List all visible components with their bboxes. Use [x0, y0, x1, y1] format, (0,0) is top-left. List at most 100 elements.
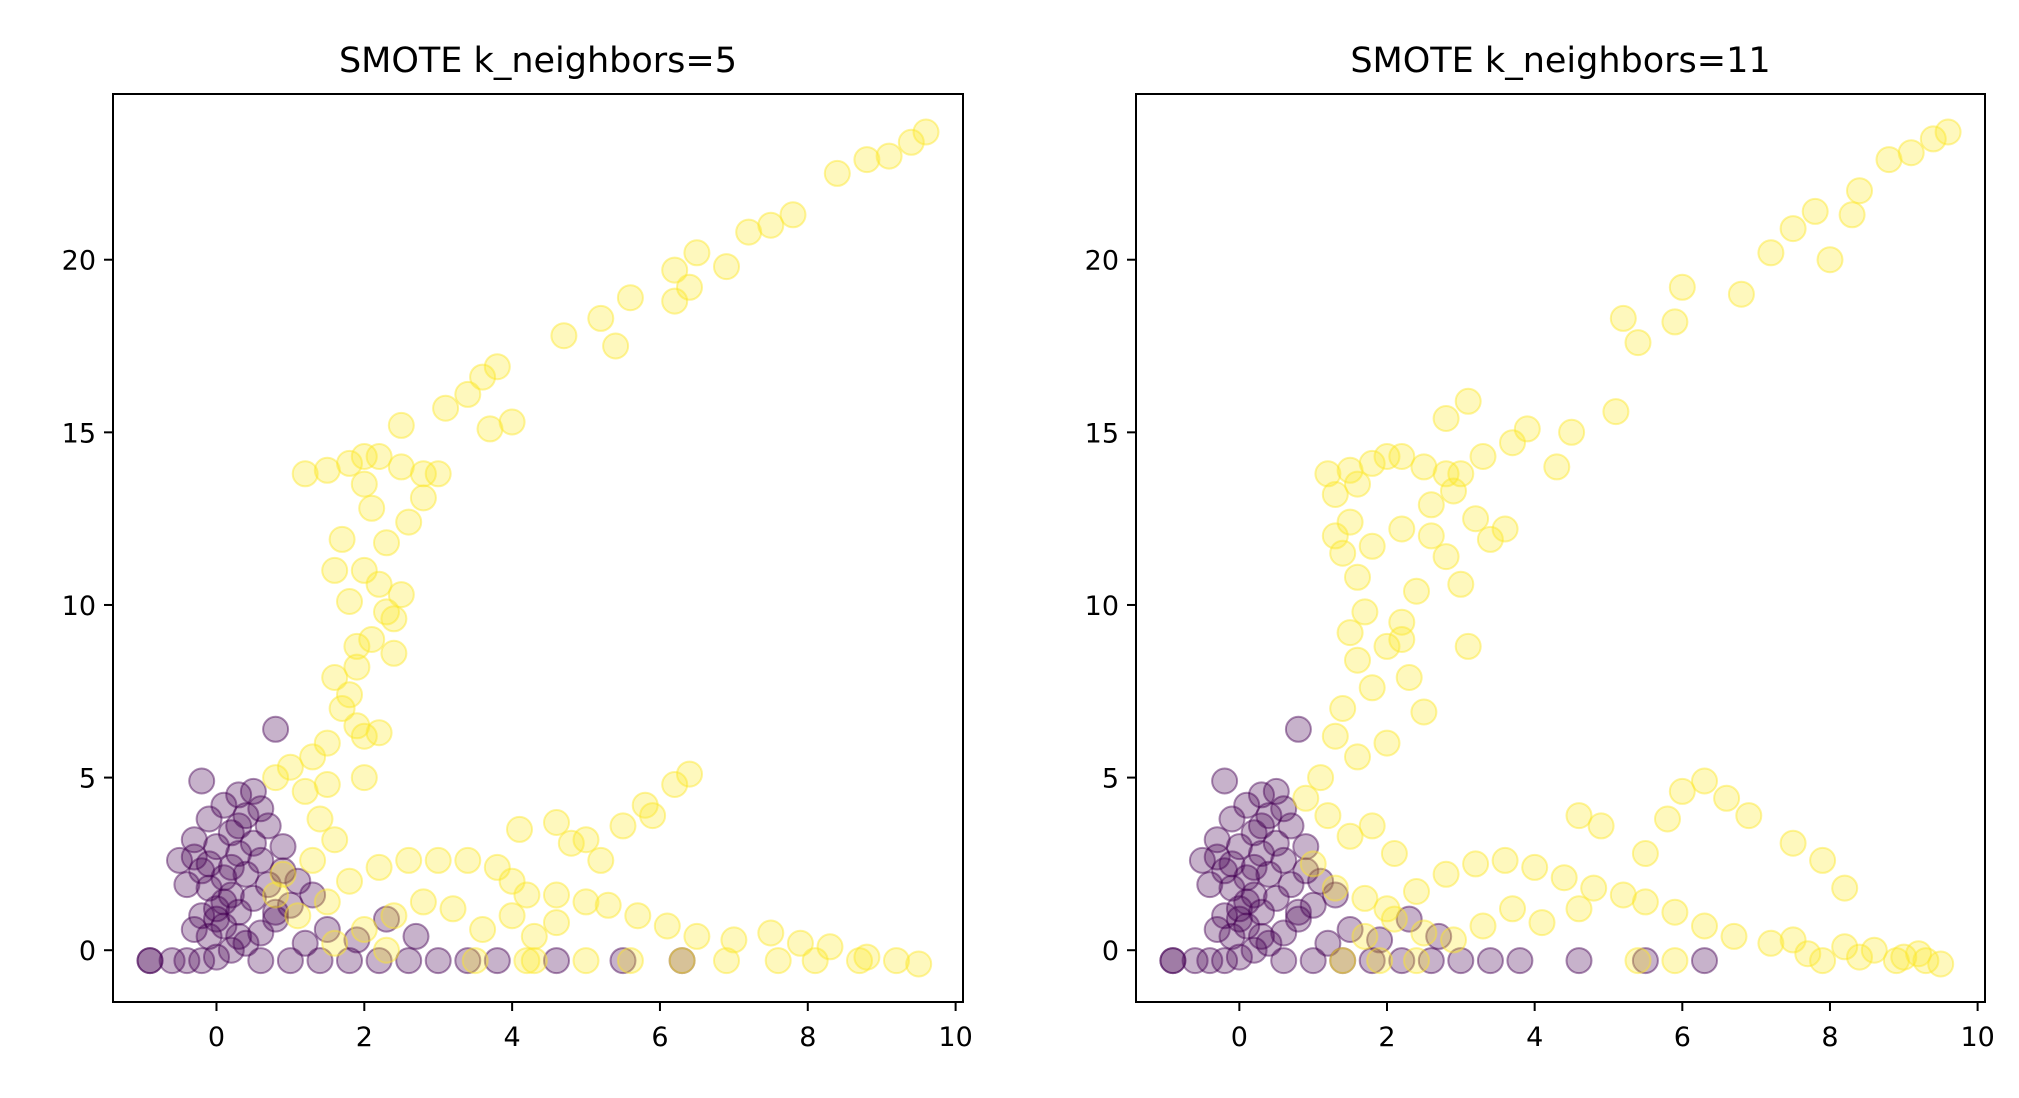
data-point-class-0	[225, 922, 253, 950]
data-point-class-0	[1284, 715, 1312, 743]
data-point-class-0	[1248, 922, 1275, 950]
data-point-class-0	[1211, 902, 1239, 930]
x-tick-label: 8	[799, 1022, 816, 1053]
data-point-class-0	[276, 947, 304, 975]
data-point-class-0	[217, 853, 245, 881]
data-point-class-1	[498, 902, 526, 930]
data-point-class-1	[284, 902, 312, 930]
data-point-class-0	[1233, 864, 1261, 892]
data-point-class-0	[668, 947, 696, 975]
data-point-class-1	[328, 525, 356, 553]
data-point-class-1	[1373, 632, 1401, 660]
data-point-class-1	[365, 443, 393, 470]
data-point-class-1	[350, 443, 378, 470]
data-point-class-0	[1218, 850, 1246, 878]
data-point-class-0	[1196, 947, 1224, 975]
data-point-class-0	[1218, 805, 1246, 833]
x-tick-label: 2	[1378, 1022, 1395, 1053]
data-point-class-0	[262, 715, 290, 743]
data-point-class-0	[1299, 947, 1327, 975]
data-point-class-0	[188, 947, 216, 975]
data-point-class-0	[1277, 812, 1305, 840]
data-point-class-1	[1499, 429, 1526, 457]
data-point-class-1	[454, 380, 482, 408]
data-point-class-1	[676, 760, 703, 788]
data-point-class-0	[203, 905, 230, 933]
data-point-class-0	[454, 947, 482, 975]
data-point-class-1	[587, 846, 615, 874]
data-point-class-0	[217, 936, 245, 964]
data-point-class-1	[350, 764, 378, 792]
data-point-class-0	[543, 947, 570, 975]
data-point-class-1	[313, 888, 341, 916]
data-point-class-1	[1403, 947, 1430, 975]
data-point-class-1	[365, 570, 393, 598]
data-point-class-1	[1550, 864, 1578, 892]
data-point-class-0	[188, 857, 216, 885]
data-point-class-1	[668, 947, 696, 975]
x-tick-label: 10	[938, 1022, 972, 1053]
data-point-class-0	[1506, 947, 1534, 975]
data-point-class-1	[676, 273, 703, 301]
data-point-class-1	[1661, 947, 1689, 975]
data-point-class-1	[1388, 515, 1416, 543]
data-point-class-1	[313, 729, 341, 757]
y-axis-ticks: 0 5 10 15 20	[62, 246, 113, 967]
data-point-class-1	[387, 581, 415, 609]
data-point-class-1	[395, 846, 423, 874]
data-point-class-1	[897, 128, 925, 156]
data-point-class-1	[1432, 860, 1460, 888]
data-point-class-1	[1934, 118, 1962, 146]
data-point-class-1	[380, 902, 408, 930]
data-point-class-1	[1321, 522, 1349, 550]
data-point-class-0	[1225, 943, 1253, 971]
data-point-class-0	[232, 860, 260, 888]
data-point-class-1	[1897, 139, 1925, 167]
data-point-class-1	[1801, 197, 1829, 225]
x-tick-label: 4	[504, 1022, 521, 1053]
data-point-class-1	[373, 598, 400, 626]
data-point-class-1	[350, 470, 378, 498]
data-point-class-0	[1262, 777, 1290, 805]
data-point-class-0	[1248, 781, 1275, 809]
data-point-class-1	[1329, 695, 1357, 722]
data-point-class-1	[609, 812, 637, 840]
data-point-class-1	[1631, 840, 1659, 867]
data-point-class-1	[1403, 878, 1430, 905]
data-point-class-1	[313, 456, 341, 484]
x-axis-ticks: 0 2 4 6 8 10	[208, 1002, 973, 1053]
data-point-class-1	[735, 218, 763, 246]
data-point-class-0	[1240, 853, 1268, 881]
data-point-class-0	[1270, 795, 1298, 823]
data-point-class-1	[1447, 570, 1475, 598]
data-point-class-1	[1727, 280, 1755, 308]
data-point-class-0	[1292, 857, 1320, 885]
data-point-class-0	[1203, 916, 1231, 943]
data-point-class-1	[1358, 532, 1386, 560]
data-point-class-0	[254, 871, 282, 899]
data-point-class-1	[1809, 846, 1837, 874]
data-point-class-0	[225, 781, 253, 809]
x-tick-label: 0	[1231, 1022, 1248, 1053]
data-point-class-1	[1720, 922, 1748, 950]
data-point-class-0	[1255, 802, 1283, 830]
data-point-class-1	[461, 947, 489, 975]
data-point-class-1	[661, 771, 689, 798]
data-point-class-1	[373, 529, 400, 557]
data-point-class-0	[239, 777, 267, 805]
data-point-class-1	[1521, 853, 1549, 881]
data-point-class-1	[439, 895, 467, 923]
data-point-class-0	[373, 905, 400, 933]
data-point-class-0	[1284, 898, 1312, 926]
data-point-class-1	[1846, 943, 1873, 971]
data-point-class-1	[469, 916, 497, 943]
data-point-class-1	[683, 239, 711, 267]
data-point-class-1	[1668, 777, 1696, 805]
data-point-class-1	[1912, 947, 1940, 975]
data-point-class-0	[1565, 947, 1593, 975]
data-point-class-1	[1403, 577, 1430, 605]
y-tick-label: 15	[62, 418, 96, 449]
data-point-class-1	[1779, 215, 1807, 243]
data-point-class-1	[543, 909, 570, 937]
y-tick-label: 20	[1085, 246, 1119, 277]
